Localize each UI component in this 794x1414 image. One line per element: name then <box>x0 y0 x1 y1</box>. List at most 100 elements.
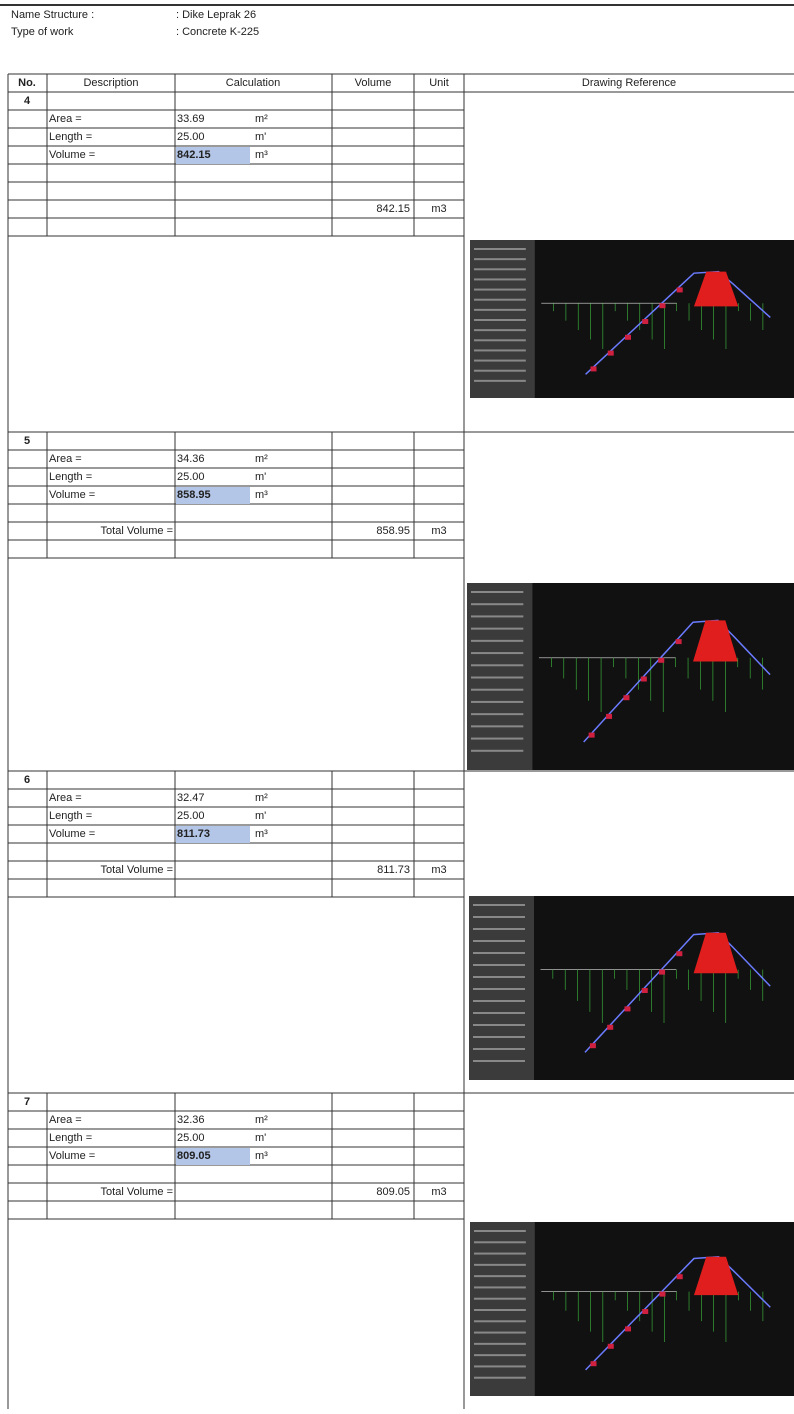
length-value: 25.00 <box>177 1132 205 1144</box>
panel-row <box>474 258 526 261</box>
length-value: 25.00 <box>177 810 205 822</box>
panel-row <box>471 627 524 630</box>
area-value: 32.36 <box>177 1114 205 1126</box>
panel-row <box>474 1354 526 1357</box>
panel-row <box>473 916 525 918</box>
total-volume: 842.15 <box>376 203 410 215</box>
area-value: 34.36 <box>177 453 205 465</box>
step-block <box>588 732 595 738</box>
volume-highlight <box>176 487 250 504</box>
step-block <box>676 951 683 957</box>
item-number: 7 <box>24 1096 30 1108</box>
panel-row <box>473 988 525 990</box>
panel-row <box>473 1024 525 1026</box>
concrete-section <box>693 271 739 307</box>
concrete-section <box>693 932 739 974</box>
column-header: Drawing Reference <box>582 77 676 89</box>
volume-value: 842.15 <box>177 149 211 161</box>
panel-row <box>471 639 524 642</box>
panel-row <box>474 359 526 362</box>
total-label: Total Volume = <box>101 864 173 876</box>
length-label: Length = <box>49 471 92 483</box>
panel-row <box>471 688 524 691</box>
area-unit: m² <box>255 1114 268 1126</box>
panel-row <box>471 603 524 606</box>
step-block <box>624 1006 631 1012</box>
length-unit: m' <box>255 810 266 822</box>
total-volume: 858.95 <box>376 525 410 537</box>
work-label: Type of work <box>11 26 74 38</box>
total-unit: m3 <box>431 525 446 537</box>
area-label: Area = <box>49 1114 82 1126</box>
panel-row <box>473 1000 525 1002</box>
panel-row <box>474 1263 526 1266</box>
volume-unit: m³ <box>255 149 268 161</box>
panel-row <box>474 298 526 301</box>
column-header: Description <box>83 77 138 89</box>
dike-outline <box>584 932 771 1053</box>
length-value: 25.00 <box>177 471 205 483</box>
work-value: : Concrete K-225 <box>176 26 259 38</box>
volume-unit: m³ <box>255 489 268 501</box>
panel-row <box>473 928 525 930</box>
volume-value: 809.05 <box>177 1150 211 1162</box>
name-label: Name Structure : <box>11 9 94 21</box>
panel-row <box>474 1252 526 1255</box>
panel-row <box>474 1320 526 1323</box>
area-label: Area = <box>49 453 82 465</box>
step-block <box>658 657 665 663</box>
panel-row <box>474 248 526 250</box>
column-header: No. <box>18 77 36 89</box>
volume-label: Volume = <box>49 489 95 501</box>
panel-row <box>474 1297 526 1300</box>
panel-row <box>474 1342 526 1345</box>
panel-row <box>473 904 525 906</box>
panel-row <box>471 737 524 740</box>
area-value: 32.47 <box>177 792 205 804</box>
total-volume: 809.05 <box>376 1186 410 1198</box>
step-block <box>607 350 614 356</box>
total-unit: m3 <box>431 203 446 215</box>
length-label: Length = <box>49 1132 92 1144</box>
area-label: Area = <box>49 113 82 125</box>
area-unit: m² <box>255 453 268 465</box>
panel-row <box>474 339 526 342</box>
panel-row <box>474 1230 526 1232</box>
step-block <box>625 1326 632 1332</box>
panel-row <box>473 976 525 978</box>
item-number: 4 <box>24 95 31 107</box>
drawing-reference-image <box>470 1222 794 1396</box>
panel-row <box>473 940 525 942</box>
step-block <box>589 1043 596 1049</box>
volume-value: 858.95 <box>177 489 211 501</box>
panel-row <box>474 288 526 291</box>
length-value: 25.00 <box>177 131 205 143</box>
panel-row <box>473 1036 525 1038</box>
step-block <box>676 1274 683 1280</box>
panel-row <box>474 1376 526 1379</box>
panel-row <box>474 329 526 332</box>
step-block <box>659 969 666 975</box>
length-unit: m' <box>255 1132 266 1144</box>
length-label: Length = <box>49 810 92 822</box>
volume-unit: m³ <box>255 828 268 840</box>
concrete-section <box>693 620 738 662</box>
panel-row <box>473 1012 525 1014</box>
step-block <box>607 1343 614 1349</box>
step-block <box>640 676 647 682</box>
step-block <box>625 334 632 340</box>
panel-row <box>471 725 524 728</box>
step-block <box>606 713 613 719</box>
total-unit: m3 <box>431 1186 446 1198</box>
panel-row <box>474 379 526 382</box>
area-unit: m² <box>255 792 268 804</box>
panel-row <box>474 1275 526 1278</box>
panel-row <box>474 1286 526 1289</box>
step-block <box>590 366 597 372</box>
panel-row <box>473 952 525 954</box>
step-block <box>607 1024 614 1030</box>
step-block <box>675 639 682 645</box>
total-unit: m3 <box>431 864 446 876</box>
step-block <box>659 303 666 309</box>
